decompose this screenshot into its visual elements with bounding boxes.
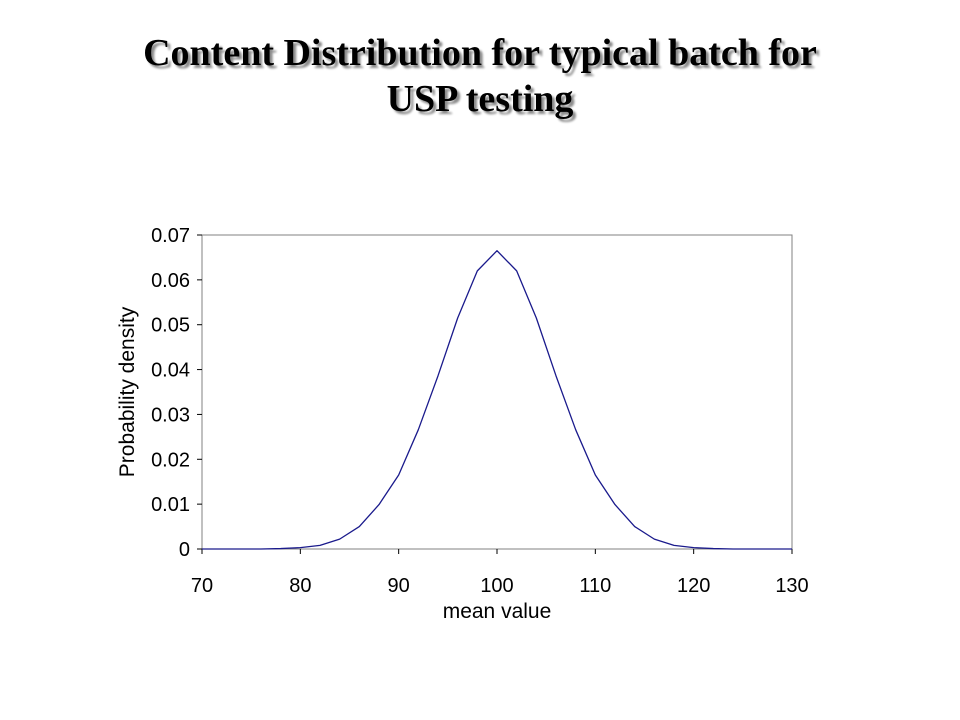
x-tick-label: 130 <box>775 575 808 597</box>
series-layer <box>202 250 792 550</box>
y-tick-label: 0.03 <box>151 404 190 426</box>
y-tick-label: 0 <box>179 539 190 561</box>
slide-title: Content Distribution for typical batch f… <box>80 30 880 122</box>
y-tick-label: 0.05 <box>151 315 190 337</box>
y-tick-label: 0.02 <box>151 449 190 471</box>
x-tick-label: 100 <box>480 575 513 597</box>
x-axis-label: mean value <box>443 600 552 623</box>
y-tick-label: 0.04 <box>151 360 190 382</box>
y-axis-label: Probability density <box>116 306 139 477</box>
y-tick-label: 0.06 <box>151 270 190 292</box>
slide-title-line-2: USP testing <box>386 78 574 120</box>
x-tick-label: 80 <box>289 575 311 597</box>
density-curve <box>202 250 792 550</box>
y-tick-label: 0.07 <box>151 225 190 247</box>
y-axis: 0 0.01 0.02 0.03 0.04 0.05 0.06 0.07 <box>151 225 202 561</box>
x-tick-label: 110 <box>579 575 611 597</box>
plot-area <box>201 234 793 550</box>
x-tick-label: 70 <box>191 575 213 597</box>
x-tick-label: 120 <box>677 575 710 597</box>
x-tick-label: 90 <box>388 575 410 597</box>
y-tick-label: 0.01 <box>151 494 190 516</box>
x-axis: 70 80 90 100 110 120 130 <box>191 549 809 597</box>
slide-title-line-1: Content Distribution for typical batch f… <box>143 32 817 74</box>
